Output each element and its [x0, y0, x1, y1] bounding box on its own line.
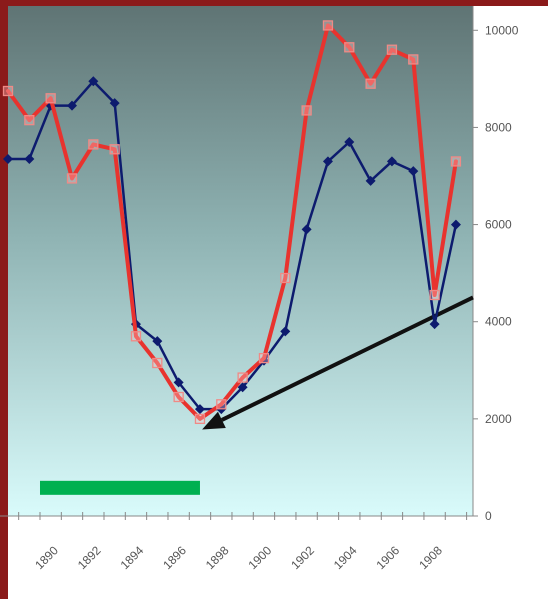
data-point-square: [194, 413, 206, 425]
data-point-diamond: [322, 156, 333, 167]
y-tick-label: 8000: [485, 120, 512, 134]
data-point-diamond: [88, 76, 99, 87]
data-point-diamond: [3, 154, 13, 164]
data-point-diamond: [152, 336, 163, 347]
data-point-square: [152, 357, 163, 369]
data-point-square: [88, 139, 99, 150]
data-point-diamond: [344, 137, 355, 147]
bottom-panel-background: [8, 516, 548, 599]
data-point-square: [365, 78, 376, 89]
data-point-square: [109, 144, 120, 155]
data-point-square: [301, 105, 312, 116]
data-point-square: [429, 289, 440, 301]
data-point-diamond: [109, 98, 120, 109]
series-layer: [2, 20, 462, 425]
data-point-diamond: [365, 175, 376, 186]
data-point-square: [408, 54, 419, 65]
annotations: [39, 295, 474, 495]
data-point-diamond: [301, 224, 312, 235]
right-panel-background: [473, 6, 548, 516]
data-point-diamond: [386, 156, 397, 167]
plot-area-background: [8, 6, 473, 516]
data-point-square: [322, 20, 334, 31]
series-line-square: [6, 23, 458, 421]
data-point-square: [66, 173, 78, 184]
data-point-diamond: [450, 219, 461, 230]
data-point-diamond: [237, 382, 248, 393]
y-tick-label: 10000: [485, 23, 519, 37]
data-point-diamond: [24, 154, 35, 164]
data-point-square: [173, 391, 184, 403]
data-point-square: [2, 85, 14, 97]
green-bar-marker: [39, 480, 200, 495]
data-point-diamond: [280, 326, 291, 337]
data-point-square: [216, 399, 227, 410]
data-point-square: [45, 93, 56, 104]
data-point-square: [450, 156, 462, 167]
data-point-square: [386, 44, 398, 55]
series-square: [2, 20, 462, 425]
data-point-square: [130, 331, 142, 342]
data-point-square: [344, 42, 355, 53]
y-tick-label: 0: [485, 509, 492, 523]
data-point-square: [24, 114, 35, 126]
y-tick-label: 2000: [485, 412, 512, 426]
data-point-diamond: [173, 377, 184, 388]
series-line-diamond: [6, 80, 458, 411]
data-point-diamond: [194, 404, 205, 415]
arrow-head: [202, 411, 226, 430]
data-point-diamond: [429, 319, 440, 330]
top-border: [0, 0, 548, 6]
data-point-square: [280, 272, 291, 284]
data-point-diamond: [66, 100, 77, 111]
data-point-square: [237, 372, 248, 383]
y-tick-label: 6000: [485, 218, 512, 232]
y-tick-label: 4000: [485, 315, 512, 329]
left-border: [0, 0, 8, 599]
data-point-diamond: [408, 166, 419, 177]
arrow-shaft: [221, 295, 474, 422]
data-point-square: [258, 352, 270, 364]
